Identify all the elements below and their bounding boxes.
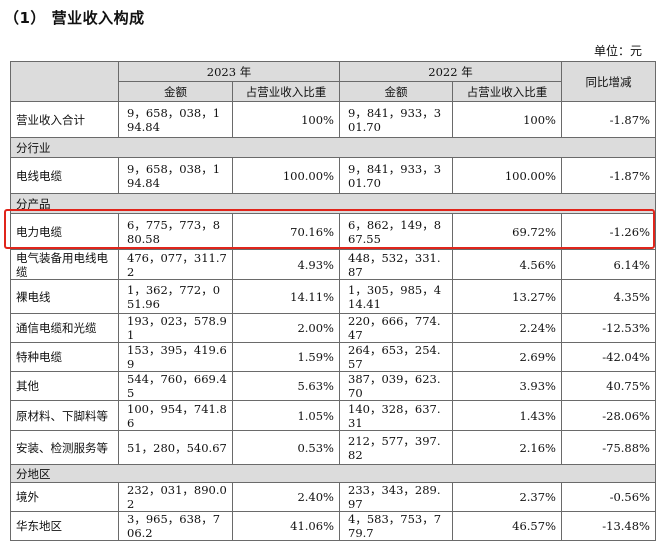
header-ratio-2023: 占营业收入比重	[232, 81, 340, 102]
table-row: 电力电缆 6，775，773，880.58 70.16% 6，862，149，867.…	[10, 213, 656, 250]
table-row: 华东地区 3，965，638，706.2 41.06% 4，583，753，779.7…	[10, 511, 656, 541]
table-row: 安装、检测服务等 51，280，540.67 0.53% 212，577，397.82…	[10, 430, 656, 465]
header-blank	[10, 61, 119, 102]
amount-2022: 140，328，637.31	[339, 400, 453, 431]
ratio-2023: 70.16%	[232, 213, 340, 250]
ratio-2023: 4.93%	[232, 249, 340, 280]
ratio-2022: 2.24%	[452, 313, 562, 343]
ratio-2022: 2.16%	[452, 430, 562, 465]
yoy-change: -13.48%	[561, 511, 656, 541]
amount-2023: 476，077，311.72	[118, 249, 233, 280]
table-row: 营业收入合计 9，658，038，194.84 100% 9，841，933，301.…	[10, 101, 656, 138]
header-amount-2022: 金额	[339, 81, 453, 102]
yoy-change: -1.26%	[561, 213, 656, 250]
ratio-2023: 0.53%	[232, 430, 340, 465]
amount-2022: 9，841，933，301.70	[339, 101, 453, 138]
ratio-2023: 100.00%	[232, 157, 340, 194]
section-row: 分行业	[10, 137, 656, 158]
row-label: 营业收入合计	[10, 101, 119, 138]
ratio-2022: 2.69%	[452, 342, 562, 372]
amount-2023: 9，658，038，194.84	[118, 157, 233, 194]
section-row: 分产品	[10, 193, 656, 214]
amount-2022: 387，039，623.70	[339, 371, 453, 401]
header-amount-2023: 金额	[118, 81, 233, 102]
ratio-2023: 14.11%	[232, 279, 340, 314]
section-label: 分行业	[10, 137, 656, 158]
amount-2023: 544，760，669.45	[118, 371, 233, 401]
amount-2023: 3，965，638，706.2	[118, 511, 233, 541]
amount-2023: 153，395，419.69	[118, 342, 233, 372]
yoy-change: 4.35%	[561, 279, 656, 314]
row-label: 电力电缆	[10, 213, 119, 250]
ratio-2022: 46.57%	[452, 511, 562, 541]
amount-2022: 9，841，933，301.70	[339, 157, 453, 194]
row-label: 华东地区	[10, 511, 119, 541]
yoy-change: 6.14%	[561, 249, 656, 280]
amount-2022: 6，862，149，867.55	[339, 213, 453, 250]
yoy-change: -42.04%	[561, 342, 656, 372]
amount-2023: 100，954，741.86	[118, 400, 233, 431]
amount-2022: 1，305，985，414.41	[339, 279, 453, 314]
row-label: 安装、检测服务等	[10, 430, 119, 465]
yoy-change: -1.87%	[561, 157, 656, 194]
amount-2022: 220，666，774.47	[339, 313, 453, 343]
yoy-change: -28.06%	[561, 400, 656, 431]
ratio-2022: 100%	[452, 101, 562, 138]
amount-2023: 51，280，540.67	[118, 430, 233, 465]
ratio-2023: 2.00%	[232, 313, 340, 343]
table-row: 其他 544，760，669.45 5.63% 387，039，623.70 3.93%…	[10, 371, 656, 401]
ratio-2023: 100%	[232, 101, 340, 138]
ratio-2023: 1.59%	[232, 342, 340, 372]
row-label: 其他	[10, 371, 119, 401]
revenue-table: 2023 年 2022 年 同比增减 金额 占营业收入比重 金额 占营业收入比重…	[10, 61, 656, 541]
table-row: 裸电线 1，362，772，051.96 14.11% 1，305，985，414.4…	[10, 279, 656, 314]
row-label: 原材料、下脚料等	[10, 400, 119, 431]
header-ratio-2022: 占营业收入比重	[452, 81, 562, 102]
amount-2022: 448，532，331.87	[339, 249, 453, 280]
ratio-2023: 41.06%	[232, 511, 340, 541]
header-year-2022: 2022 年	[339, 61, 562, 82]
table-row: 电线电缆 9，658，038，194.84 100.00% 9，841，933，301…	[10, 157, 656, 194]
yoy-change: -12.53%	[561, 313, 656, 343]
table-row: 原材料、下脚料等 100，954，741.86 1.05% 140，328，637.3…	[10, 400, 656, 431]
row-label: 通信电缆和光缆	[10, 313, 119, 343]
ratio-2022: 100.00%	[452, 157, 562, 194]
ratio-2022: 13.27%	[452, 279, 562, 314]
amount-2022: 212，577，397.82	[339, 430, 453, 465]
ratio-2022: 69.72%	[452, 213, 562, 250]
table-row: 通信电缆和光缆 193，023，578.91 2.00% 220，666，774.47…	[10, 313, 656, 343]
header-row-years: 2023 年 2022 年 同比增减	[10, 61, 656, 102]
row-label: 裸电线	[10, 279, 119, 314]
section-title: （1） 营业收入构成	[4, 9, 145, 27]
section-label: 分产品	[10, 193, 656, 214]
amount-2022: 264，653，254.57	[339, 342, 453, 372]
header-row-columns: 金额 占营业收入比重 金额 占营业收入比重	[11, 81, 656, 102]
amount-2023: 6，775，773，880.58	[118, 213, 233, 250]
yoy-change: -1.87%	[561, 101, 656, 138]
ratio-2023: 5.63%	[232, 371, 340, 401]
amount-2022: 4，583，753，779.7	[339, 511, 453, 541]
section-row: 分地区	[10, 464, 656, 483]
table-row: 特种电缆 153，395，419.69 1.59% 264，653，254.57 2.6…	[10, 342, 656, 372]
ratio-2022: 1.43%	[452, 400, 562, 431]
yoy-change: -75.88%	[561, 430, 656, 465]
section-label: 分地区	[10, 464, 656, 483]
yoy-change: 40.75%	[561, 371, 656, 401]
header-year-2023: 2023 年	[118, 61, 340, 82]
header-yoy: 同比增减	[561, 61, 656, 102]
unit-label: 单位：元	[593, 44, 642, 58]
table-row: 电气装备用电线电缆 476，077，311.72 4.93% 448，532，331.…	[10, 249, 656, 280]
row-label: 电气装备用电线电缆	[10, 249, 119, 280]
ratio-2022: 3.93%	[452, 371, 562, 401]
row-label: 电线电缆	[10, 157, 119, 194]
amount-2023: 193，023，578.91	[118, 313, 233, 343]
amount-2023: 1，362，772，051.96	[118, 279, 233, 314]
ratio-2022: 4.56%	[452, 249, 562, 280]
amount-2023: 9，658，038，194.84	[118, 101, 233, 138]
ratio-2023: 1.05%	[232, 400, 340, 431]
row-label: 特种电缆	[10, 342, 119, 372]
